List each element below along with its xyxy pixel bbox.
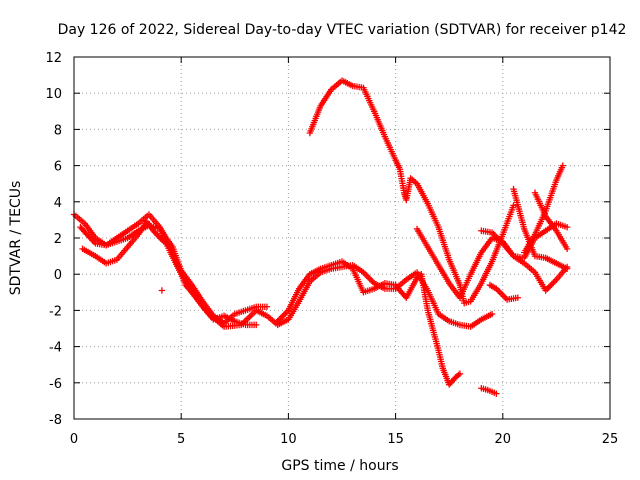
y-tick-label: 12 [45,51,62,66]
data-point-marker [158,287,166,294]
data-point-marker [563,265,571,272]
y-tick-label: 4 [54,196,62,211]
data-point-marker [499,291,506,299]
data-point-marker [455,371,462,379]
data-point-marker [547,282,554,290]
data-point-marker [510,202,517,209]
x-tick-label: 5 [177,432,185,447]
data-point-marker [559,162,567,169]
y-tick-label: 2 [54,232,62,247]
data-point-marker [514,294,522,301]
series-track-10 [521,162,567,256]
x-tick-label: 20 [495,432,512,447]
data-point-marker [496,288,503,295]
data-point-marker [497,290,505,297]
data-point-marker [263,303,271,310]
data-points-layer [70,77,571,397]
data-point-marker [488,310,496,318]
series-track-4 [274,258,464,388]
data-point-marker [563,245,571,253]
series-track-8 [510,185,571,272]
data-point-marker [363,272,370,279]
data-point-marker [364,273,372,281]
y-axis-label: SDTVAR / TECUs [8,181,24,296]
y-tick-label: -4 [49,341,62,356]
data-point-marker [563,223,571,231]
data-point-marker [493,390,500,397]
y-tick-label: -6 [49,377,62,392]
series-track-9 [531,189,571,253]
series-track-1 [70,211,271,327]
grid-layer [74,57,610,419]
data-point-marker [502,294,509,302]
data-point-marker [550,279,557,286]
y-tick-label: 10 [45,87,62,102]
data-point-marker [545,284,552,291]
data-point-marker [253,321,260,329]
chart-title: Day 126 of 2022, Sidereal Day-to-day VTE… [58,22,627,38]
data-point-marker [282,310,289,317]
x-tick-label: 10 [280,432,297,447]
series-track-11 [486,281,522,303]
y-tick-label: -8 [49,413,62,428]
series-track-5 [306,77,517,307]
x-tick-label: 15 [387,432,404,447]
y-tick-label: -2 [49,304,62,319]
data-point-marker [456,370,464,377]
y-tick-label: 8 [54,123,62,138]
series-track-13 [158,287,166,294]
data-point-marker [367,276,375,284]
y-tick-label: 6 [54,160,62,175]
x-axis-label: GPS time / hours [281,458,398,474]
data-point-marker [551,277,559,285]
data-point-marker [548,281,556,288]
data-point-marker [366,275,373,282]
plot-frame [73,56,611,420]
x-tick-label: 25 [602,432,619,447]
x-tick-label: 0 [70,432,78,447]
y-tick-label: 0 [54,268,62,283]
series-track-12 [478,385,500,397]
